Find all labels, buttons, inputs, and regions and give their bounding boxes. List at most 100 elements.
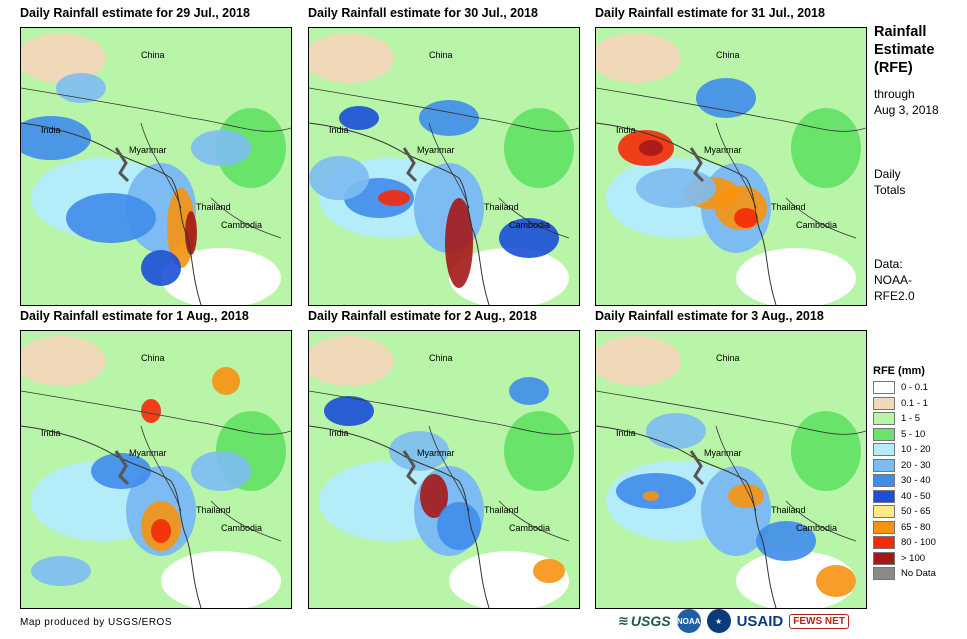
panel-title: Daily Rainfall estimate for 30 Jul., 201… [308, 6, 538, 20]
rainfall-blob [31, 556, 91, 586]
rainfall-blob [378, 190, 410, 206]
dry-area [309, 33, 394, 83]
legend-swatch [873, 396, 895, 410]
daily-line: Daily [874, 167, 901, 181]
thailand-label: Thailand [196, 202, 231, 212]
india-label: India [329, 125, 349, 135]
dry-area [596, 33, 681, 83]
legend-swatch [873, 427, 895, 441]
legend-item: 50 - 65 [873, 504, 965, 520]
rainfall-blob [191, 451, 251, 491]
legend-label: 10 - 20 [901, 444, 931, 456]
rainfall-blob [533, 559, 565, 583]
totals-line: Totals [874, 183, 906, 197]
thailand-label: Thailand [196, 505, 231, 515]
sidebar-title: Rainfall Estimate (RFE) [874, 23, 934, 77]
through-date: Aug 3, 2018 [874, 103, 939, 117]
china-label: China [141, 50, 165, 60]
map-svg: China India Myanmar Thailand Cambodia [21, 331, 291, 608]
usaid-logo: USAID [736, 612, 784, 630]
india-label: India [616, 428, 636, 438]
border-line [596, 390, 866, 435]
legend-swatch [873, 505, 895, 519]
coastline [309, 425, 490, 608]
dry-area [21, 33, 106, 83]
rainfall-blob [636, 168, 716, 208]
rainfall-blob [616, 473, 696, 509]
legend-label: 20 - 30 [901, 459, 931, 471]
rainfall-blob [437, 502, 481, 550]
moist-area [504, 411, 574, 491]
rainfall-blob [509, 377, 549, 405]
rainfall-blob [66, 193, 156, 243]
panel-title: Daily Rainfall estimate for 3 Aug., 2018 [595, 309, 824, 323]
border-line [715, 425, 857, 542]
china-label: China [429, 50, 453, 60]
rainfall-blob [734, 208, 758, 228]
border-line [428, 425, 570, 542]
rainfall-map: China India Myanmar Thailand Cambodia [308, 27, 580, 306]
cambodia-label: Cambodia [509, 220, 550, 230]
cambodia-label: Cambodia [221, 523, 262, 533]
legend-label: 1 - 5 [901, 413, 921, 425]
rainfall-map: China India Myanmar Thailand Cambodia [20, 330, 292, 609]
legend-label: 5 - 10 [901, 428, 926, 440]
rainfall-blob [639, 140, 663, 156]
legend-item: 30 - 40 [873, 473, 965, 489]
sidebar-title-line: (RFE) [874, 60, 913, 76]
panel-jul-31: Daily Rainfall estimate for 31 Jul., 201… [595, 6, 867, 306]
border-line [21, 87, 291, 132]
coastline [21, 425, 202, 608]
legend-item: 20 - 30 [873, 458, 965, 474]
border-line [596, 87, 866, 132]
usgs-logo: ≋ USGS [618, 613, 671, 629]
legend-item: 1 - 5 [873, 411, 965, 427]
legend-item: 40 - 50 [873, 489, 965, 505]
map-svg: China India Myanmar Thailand Cambodia [596, 331, 866, 608]
legend-swatch [873, 412, 895, 426]
dry-area [736, 248, 856, 305]
rainfall-blob [499, 218, 559, 258]
legend-item: 65 - 80 [873, 520, 965, 536]
coast-shading [114, 450, 130, 486]
thailand-label: Thailand [771, 202, 806, 212]
rainfall-blob [185, 211, 197, 255]
rainfall-blob [56, 73, 106, 103]
india-label: India [41, 428, 61, 438]
panel-jul-30: Daily Rainfall estimate for 30 Jul., 201… [308, 6, 580, 306]
rainfall-blob [191, 130, 251, 166]
legend-label: 30 - 40 [901, 475, 931, 487]
rainfall-blob [643, 491, 659, 501]
map-svg: China India Myanmar Thailand Cambodia [596, 28, 866, 305]
rainfall-blob [816, 565, 856, 597]
moist-area [791, 411, 861, 491]
rainfall-blob [419, 100, 479, 136]
rainfall-blob [646, 413, 706, 449]
myanmar-label: Myanmar [129, 145, 167, 155]
coast-shading [114, 147, 130, 183]
thailand-label: Thailand [484, 505, 519, 515]
panel-title: Daily Rainfall estimate for 31 Jul., 201… [595, 6, 825, 20]
dry-area [161, 551, 281, 608]
dry-area [309, 336, 394, 386]
thailand-label: Thailand [771, 505, 806, 515]
myanmar-label: Myanmar [417, 448, 455, 458]
sidebar-data-source: Data: NOAA- RFE2.0 [874, 256, 915, 304]
china-label: China [141, 353, 165, 363]
sidebar-daily-totals: Daily Totals [874, 166, 905, 198]
coast-shading [689, 147, 705, 183]
legend-label: 0 - 0.1 [901, 382, 928, 394]
border-line [309, 390, 579, 435]
dry-area [449, 248, 569, 305]
data-line: Data: [874, 257, 903, 271]
fewsnet-logo: FEWS NET [789, 613, 849, 629]
legend-item: No Data [873, 566, 965, 582]
legend-title: RFE (mm) [873, 365, 925, 377]
panel-jul-29: Daily Rainfall estimate for 29 Jul., 201… [20, 6, 292, 306]
map-svg: China India Myanmar Thailand Cambodia [309, 28, 579, 305]
rainfall-map: China India Myanmar Thailand Cambodia [308, 330, 580, 609]
moist-area [504, 108, 574, 188]
legend-label: No Data [901, 568, 936, 580]
coast-shading [402, 147, 418, 183]
rainfall-blob [445, 198, 473, 288]
